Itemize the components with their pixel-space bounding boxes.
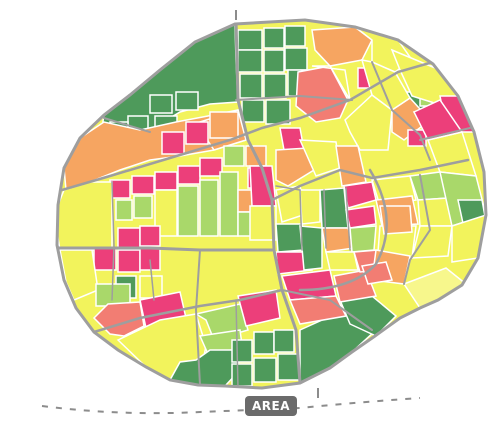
area-boundary	[55, 18, 488, 390]
district-block[interactable]	[345, 205, 377, 229]
district-block[interactable]	[237, 29, 263, 51]
road	[194, 249, 201, 386]
district-block[interactable]	[149, 94, 173, 114]
district-block[interactable]	[279, 127, 305, 151]
district-block[interactable]	[59, 249, 99, 301]
district-block[interactable]	[249, 205, 277, 241]
road	[92, 288, 284, 334]
district-block[interactable]	[379, 205, 413, 235]
district-block[interactable]	[231, 363, 253, 387]
district-block[interactable]	[241, 99, 265, 123]
district-block[interactable]	[161, 131, 185, 155]
district-block[interactable]	[299, 189, 321, 225]
district-block[interactable]	[154, 189, 178, 237]
district-block[interactable]	[349, 225, 377, 253]
road	[298, 168, 388, 292]
district-block[interactable]	[154, 171, 178, 191]
district-block[interactable]	[361, 261, 393, 285]
district-block[interactable]	[263, 73, 287, 99]
district-block[interactable]	[231, 339, 253, 363]
district-block[interactable]	[175, 91, 199, 111]
road	[235, 299, 239, 388]
district-block[interactable]	[117, 249, 141, 273]
road	[281, 289, 373, 331]
district-block[interactable]	[263, 49, 285, 73]
district-block[interactable]	[253, 357, 277, 383]
district-block[interactable]	[273, 329, 295, 353]
district-block[interactable]	[185, 121, 209, 145]
district-block[interactable]	[199, 157, 223, 177]
dashed-path-line	[41, 397, 421, 415]
road	[270, 158, 470, 202]
district-block[interactable]	[223, 145, 245, 167]
road	[323, 189, 327, 249]
road	[275, 185, 301, 191]
district-block[interactable]	[325, 251, 359, 271]
district-block[interactable]	[133, 195, 153, 219]
road	[103, 117, 151, 133]
district-block[interactable]	[237, 49, 263, 73]
district-block[interactable]	[335, 145, 367, 187]
district-block[interactable]	[57, 181, 113, 251]
district-block[interactable]	[275, 147, 315, 187]
district-block[interactable]	[284, 47, 308, 71]
district-block[interactable]	[299, 225, 323, 271]
district-block[interactable]	[253, 331, 275, 355]
district-block[interactable]	[412, 99, 464, 141]
district-block[interactable]	[177, 165, 201, 185]
district-block[interactable]	[263, 27, 285, 49]
road	[235, 94, 353, 101]
district-block[interactable]	[265, 99, 291, 125]
road	[403, 174, 432, 285]
road	[371, 61, 431, 161]
road	[149, 259, 155, 301]
district-block[interactable]	[219, 171, 239, 237]
district-block[interactable]	[411, 225, 453, 259]
district-block[interactable]	[131, 175, 155, 195]
district-block[interactable]	[239, 73, 263, 99]
road	[57, 246, 274, 252]
district-block[interactable]	[209, 111, 239, 139]
district-block[interactable]	[139, 225, 161, 247]
area-label: AREA	[245, 396, 297, 416]
district-block[interactable]	[117, 227, 141, 249]
road	[60, 58, 442, 192]
district-block[interactable]	[407, 129, 427, 147]
road-network	[57, 20, 471, 388]
road	[345, 187, 351, 251]
district-block[interactable]	[139, 275, 163, 299]
road	[299, 189, 303, 251]
district-block[interactable]	[199, 179, 219, 237]
district-block[interactable]	[284, 25, 306, 47]
road	[111, 181, 115, 301]
district-block[interactable]	[177, 185, 199, 237]
district-block[interactable]	[115, 199, 133, 221]
road	[419, 127, 471, 141]
